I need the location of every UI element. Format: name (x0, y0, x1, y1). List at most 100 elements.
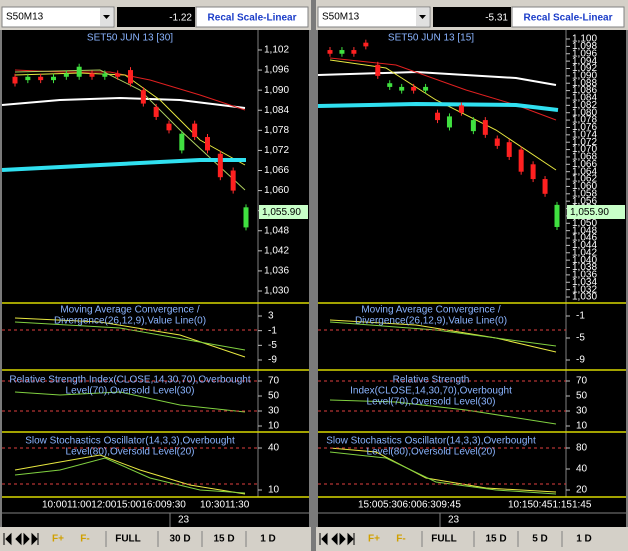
indicator-line (329, 57, 557, 121)
last-price: 1,055.90 (262, 207, 301, 218)
price-tick-label: 1,064 (572, 166, 597, 177)
nav-arrow[interactable] (339, 532, 346, 546)
price-tick-label: 1,098 (572, 41, 597, 52)
price-tick-label: 1,062 (572, 174, 597, 185)
rsi-tick-label: 10 (576, 421, 588, 432)
toolbar-button[interactable]: 1 D (260, 534, 276, 545)
recal-button[interactable] (511, 6, 625, 28)
change-value: -1.22 (169, 13, 192, 24)
chart-title: SET50 JUN 13 [30] (87, 33, 173, 44)
toolbar-button[interactable]: F- (396, 534, 405, 545)
nav-arrow[interactable] (3, 532, 12, 546)
toolbar-button[interactable]: F- (80, 534, 89, 545)
candle (179, 133, 185, 151)
rsi-tick-label: 10 (268, 421, 280, 432)
stoch-tick-label: 40 (268, 443, 280, 454)
indicator-line (1, 96, 246, 109)
nav-arrow[interactable] (319, 532, 328, 546)
toolbar-button[interactable]: 15 D (213, 534, 234, 545)
recal-label: Recal Scale-Linear (208, 13, 297, 24)
nav-arrow[interactable] (31, 532, 39, 546)
toolbar-button[interactable]: FULL (431, 534, 457, 545)
indicator-line (317, 70, 557, 86)
price-tick-label: 1,092 (572, 63, 597, 74)
price-tick-label: 1,060 (264, 185, 289, 196)
change-value: -5.31 (485, 13, 508, 24)
candle (458, 105, 464, 113)
price-tick-label: 1,084 (572, 93, 597, 104)
price-tick-label: 1,042 (572, 247, 597, 258)
indicator-line (14, 321, 246, 351)
dropdown-arrow (419, 15, 426, 19)
macd-title: Divergence(26,12,9),Value Line(0) (355, 316, 507, 327)
recal-label: Recal Scale-Linear (524, 13, 613, 24)
symbol-dropdown[interactable] (1, 6, 115, 28)
last-price-box (567, 205, 625, 219)
toolbar-button[interactable]: F+ (368, 534, 380, 545)
price-tick-label: 1,048 (264, 225, 289, 236)
price-tick-label: 1,072 (572, 137, 597, 148)
toolbar-button[interactable]: 15 D (485, 534, 506, 545)
rsi-title: Relative Strength (393, 375, 470, 386)
rsi-title: Relative Strength Index(CLOSE,14,30,70),… (9, 375, 250, 386)
stoch-tick-label: 20 (576, 485, 588, 496)
toolbar-button[interactable]: FULL (115, 534, 141, 545)
candle (140, 90, 146, 104)
price-tick-label: 1,070 (572, 144, 597, 155)
macd-tick-label: -9 (268, 355, 277, 366)
candle (166, 123, 172, 131)
candle (205, 137, 210, 151)
price-tick-label: 1,096 (264, 65, 289, 76)
price-tick-label: 1,066 (572, 159, 597, 170)
last-price: 1,055.90 (570, 207, 609, 218)
price-tick-label: 1,086 (572, 85, 597, 96)
price-tick-label: 1,058 (572, 188, 597, 199)
candle (339, 50, 345, 54)
price-tick-label: 1,100 (572, 34, 597, 45)
candle (217, 153, 223, 178)
toolbar-button[interactable]: 5 D (532, 534, 548, 545)
stoch-tick-label: 40 (576, 464, 588, 475)
candle (482, 120, 488, 135)
price-tick-label: 1,038 (572, 262, 597, 273)
indicator-line (329, 321, 557, 347)
indicator-line (14, 317, 246, 358)
indicator-line (329, 451, 557, 495)
nav-arrow[interactable] (23, 532, 30, 546)
nav-arrow[interactable] (15, 532, 22, 546)
candle (530, 164, 536, 180)
stoch-title: Slow Stochastics Oscillator(14,3,3),Over… (25, 436, 235, 447)
price-tick-label: 1,030 (264, 286, 289, 297)
price-tick-label: 1,090 (572, 70, 597, 81)
price-tick-label: 1,074 (572, 129, 597, 140)
symbol-dropdown[interactable] (317, 6, 431, 28)
candle (63, 73, 69, 77)
symbol-text: S50M13 (6, 12, 44, 23)
toolbar-button[interactable]: F+ (52, 534, 64, 545)
price-tick-label: 1,080 (572, 107, 597, 118)
candle (351, 50, 357, 54)
candle (399, 86, 405, 91)
time-label: 10:0011:0012:0015:0016:009:30 (42, 500, 186, 511)
macd-tick-label: -5 (576, 333, 585, 344)
price-tick-label: 1,036 (572, 270, 597, 281)
indicator-line (329, 319, 557, 353)
macd-tick-label: 3 (268, 311, 274, 322)
date-label: 23 (178, 515, 190, 526)
macd-title: Moving Average Convergence / (361, 305, 501, 316)
date-label: 23 (448, 515, 460, 526)
change-box (433, 7, 511, 27)
toolbar-button[interactable]: 1 D (576, 534, 592, 545)
time-label: 10:3011:30 (200, 500, 250, 511)
candle (506, 142, 512, 157)
recal-button[interactable] (195, 6, 309, 28)
price-tick-label: 1,036 (264, 266, 289, 277)
stoch-title: Slow Stochastics Oscillator(14,3,3),Over… (326, 436, 536, 447)
toolbar-button[interactable]: 30 D (169, 534, 190, 545)
toolbar (0, 527, 311, 551)
stoch-title: Level(80),Oversold Level(20) (66, 447, 195, 458)
indicator-line (14, 457, 246, 494)
nav-arrow[interactable] (347, 532, 355, 546)
nav-arrow[interactable] (331, 532, 338, 546)
